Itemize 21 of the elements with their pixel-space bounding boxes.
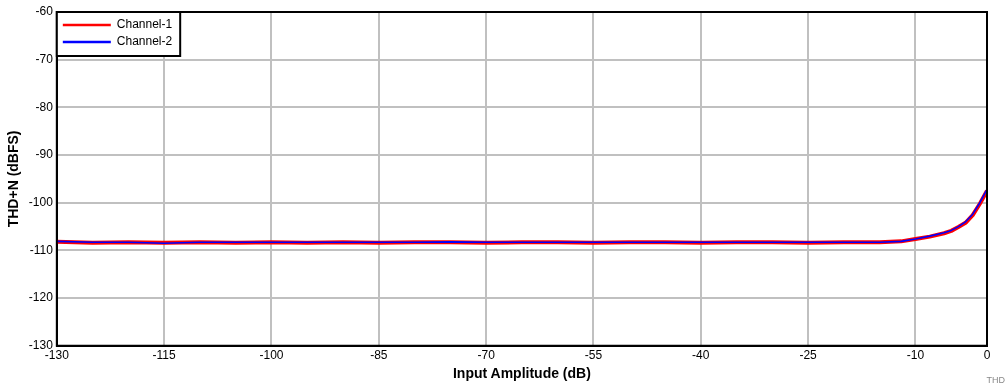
x-tick-label: -70 (477, 348, 496, 363)
legend-label: Channel-1 (116, 17, 173, 32)
y-axis-title: THD+N (dBFS) (5, 130, 22, 228)
text: THD (986, 374, 1006, 385)
y-tick-label: -110 (29, 242, 54, 257)
x-tick-label: -55 (584, 348, 603, 363)
x-tick-label: 0 (983, 348, 991, 363)
y-tick-label: -70 (35, 52, 54, 66)
y-tick-label: -120 (28, 290, 54, 305)
y-tick-label: -100 (28, 195, 54, 210)
y-tick-label: -80 (35, 99, 54, 114)
x-tick-label: -10 (906, 348, 925, 363)
x-tick-label: -100 (259, 348, 284, 363)
legend-label: Channel-2 (116, 34, 173, 49)
x-tick-label: -25 (799, 348, 818, 363)
x-tick-label: -85 (370, 348, 388, 363)
x-tick-label: -115 (152, 348, 177, 363)
x-tick-label: -40 (692, 348, 710, 363)
y-tick-label: -90 (35, 147, 54, 162)
x-axis-title: Input Amplitude (dB) (452, 365, 591, 382)
y-tick-label: -60 (35, 4, 54, 19)
